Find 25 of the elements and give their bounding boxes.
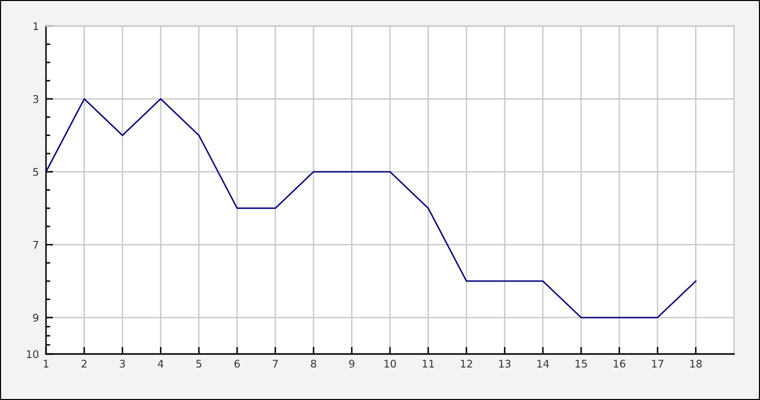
x-tick-label: 18 bbox=[690, 360, 702, 368]
x-tick-label: 2 bbox=[82, 360, 86, 368]
x-tick-label: 17 bbox=[652, 360, 664, 368]
x-tick-label: 6 bbox=[234, 360, 240, 368]
x-tick-label: 1 bbox=[44, 360, 48, 368]
x-tick-label: 13 bbox=[499, 360, 510, 368]
x-tick-label: 15 bbox=[576, 360, 587, 368]
x-tick-label: 8 bbox=[310, 360, 316, 368]
x-tick-label: 10 bbox=[384, 360, 396, 368]
x-tick-label: 7 bbox=[272, 360, 278, 368]
y-tick-label: 9 bbox=[33, 314, 38, 322]
x-tick-label: 9 bbox=[349, 360, 354, 368]
line-series bbox=[46, 98, 696, 318]
x-tick-label: 4 bbox=[158, 360, 164, 368]
y-tick-label: 10 bbox=[26, 350, 38, 358]
y-tick-label: 3 bbox=[33, 95, 38, 103]
y-tick-label: 5 bbox=[33, 168, 38, 176]
x-tick-label: 12 bbox=[460, 360, 472, 368]
y-tick-label: 7 bbox=[33, 241, 38, 249]
x-tick-label: 11 bbox=[422, 360, 434, 368]
y-tick-label: 1 bbox=[34, 22, 38, 30]
x-tick-label: 3 bbox=[120, 360, 125, 368]
x-tick-label: 16 bbox=[614, 360, 626, 368]
x-tick-label: 5 bbox=[196, 360, 202, 368]
x-tick-label: 14 bbox=[537, 360, 549, 368]
